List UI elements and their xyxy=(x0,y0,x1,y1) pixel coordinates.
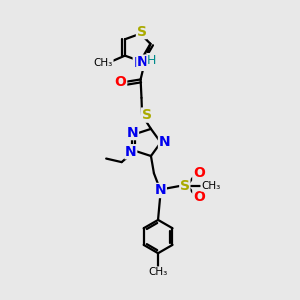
Text: H: H xyxy=(147,54,156,67)
Text: O: O xyxy=(115,75,127,89)
Text: N: N xyxy=(137,55,148,69)
Text: N: N xyxy=(133,56,145,70)
Text: N: N xyxy=(159,135,170,149)
Text: CH₃: CH₃ xyxy=(94,58,113,68)
Text: N: N xyxy=(125,145,137,159)
Text: N: N xyxy=(127,126,138,140)
Text: S: S xyxy=(142,108,152,122)
Text: CH₃: CH₃ xyxy=(148,267,168,277)
Text: O: O xyxy=(193,190,205,204)
Text: CH₃: CH₃ xyxy=(201,181,220,191)
Text: S: S xyxy=(136,25,146,39)
Text: N: N xyxy=(154,184,166,197)
Text: S: S xyxy=(180,179,190,193)
Text: O: O xyxy=(193,166,205,180)
